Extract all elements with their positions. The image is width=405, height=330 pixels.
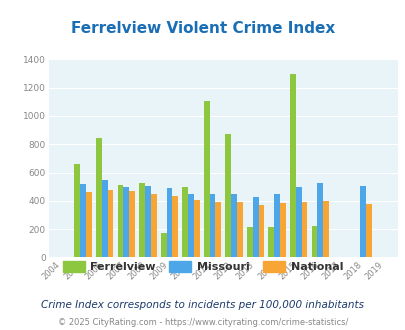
Bar — [268, 227, 274, 257]
Bar — [225, 134, 230, 257]
Bar — [139, 183, 145, 257]
Bar — [74, 164, 80, 257]
Bar — [107, 190, 113, 257]
Bar — [317, 183, 322, 257]
Text: Ferrelview Violent Crime Index: Ferrelview Violent Crime Index — [71, 21, 334, 36]
Bar — [246, 227, 252, 257]
Legend: Ferrelview, Missouri, National: Ferrelview, Missouri, National — [58, 256, 347, 277]
Bar — [102, 180, 107, 257]
Bar — [203, 101, 209, 257]
Bar — [230, 194, 237, 257]
Bar — [279, 203, 285, 257]
Bar — [145, 186, 150, 257]
Bar — [289, 74, 295, 257]
Bar — [80, 184, 86, 257]
Bar — [123, 187, 129, 257]
Bar — [301, 202, 307, 257]
Bar — [311, 226, 317, 257]
Bar — [215, 202, 221, 257]
Bar — [188, 194, 194, 257]
Text: © 2025 CityRating.com - https://www.cityrating.com/crime-statistics/: © 2025 CityRating.com - https://www.city… — [58, 318, 347, 327]
Bar — [322, 201, 328, 257]
Bar — [172, 196, 178, 257]
Bar — [365, 204, 371, 257]
Bar — [360, 186, 365, 257]
Bar — [258, 205, 264, 257]
Bar — [129, 191, 135, 257]
Bar — [209, 194, 215, 257]
Bar — [96, 138, 102, 257]
Bar — [86, 192, 92, 257]
Bar — [166, 188, 172, 257]
Bar — [237, 202, 242, 257]
Bar — [150, 194, 156, 257]
Bar — [117, 184, 123, 257]
Bar — [252, 197, 258, 257]
Bar — [274, 194, 279, 257]
Bar — [182, 187, 188, 257]
Bar — [194, 200, 199, 257]
Bar — [295, 187, 301, 257]
Text: Crime Index corresponds to incidents per 100,000 inhabitants: Crime Index corresponds to incidents per… — [41, 300, 364, 310]
Bar — [160, 233, 166, 257]
